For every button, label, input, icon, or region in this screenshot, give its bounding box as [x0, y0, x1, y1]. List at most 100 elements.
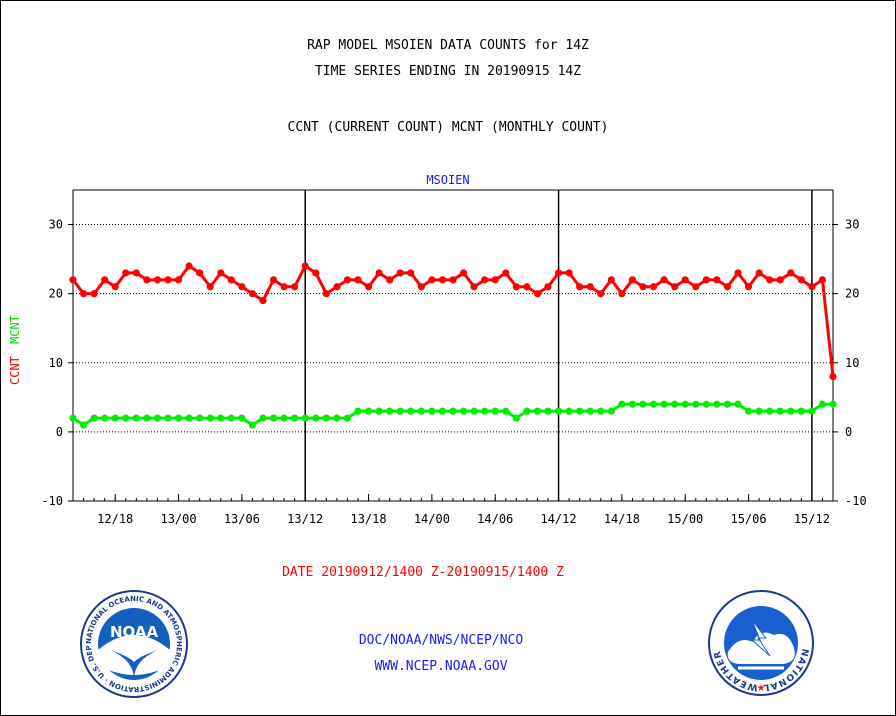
data-point-ccnt	[597, 290, 605, 298]
data-point-ccnt	[291, 283, 299, 291]
y-axis-label: CCNT MCNT	[8, 315, 22, 385]
data-point-mcnt	[322, 414, 330, 422]
y-tick-label-right: 10	[845, 356, 859, 370]
data-point-ccnt	[428, 276, 436, 284]
data-point-ccnt	[343, 276, 352, 284]
data-point-mcnt	[164, 414, 172, 422]
data-point-ccnt	[702, 276, 710, 284]
data-point-ccnt	[797, 276, 805, 284]
data-point-ccnt	[787, 269, 795, 277]
data-point-mcnt	[660, 400, 668, 408]
data-point-mcnt	[69, 414, 77, 422]
data-point-mcnt	[607, 407, 615, 415]
data-point-mcnt	[523, 407, 531, 415]
x-tick-label: 13/12	[287, 512, 323, 526]
data-point-mcnt	[79, 421, 88, 429]
data-point-ccnt	[269, 276, 278, 284]
data-point-ccnt	[111, 283, 119, 291]
x-tick-label: 13/00	[160, 512, 196, 526]
y-axis: -10 -10 0 0 10 10 20 20 30 30	[41, 218, 866, 508]
data-point-ccnt	[523, 283, 531, 291]
series-ccnt	[69, 262, 837, 381]
x-tick-label: 15/12	[794, 512, 830, 526]
data-point-mcnt	[280, 414, 288, 422]
x-tick-label: 14/06	[477, 512, 513, 526]
data-point-mcnt	[396, 407, 404, 415]
y-tick-label-left: 10	[49, 356, 63, 370]
data-point-mcnt	[343, 414, 352, 422]
counts-label: CCNT (CURRENT COUNT) MCNT (MONTHLY COUNT…	[287, 120, 609, 135]
data-point-mcnt	[681, 400, 689, 408]
data-point-ccnt	[164, 276, 172, 284]
data-point-ccnt	[565, 269, 573, 277]
data-point-ccnt	[481, 276, 489, 284]
series-mcnt	[69, 400, 837, 429]
ylabel-ccnt: CCNT	[8, 356, 22, 385]
data-point-mcnt	[227, 414, 235, 422]
data-point-mcnt	[808, 407, 816, 415]
data-point-mcnt	[185, 414, 193, 422]
data-point-ccnt	[533, 290, 542, 298]
data-point-ccnt	[755, 269, 763, 277]
data-point-mcnt	[755, 407, 763, 415]
data-point-mcnt	[407, 407, 415, 415]
page-subtitle: TIME SERIES ENDING IN 20190915 14Z	[314, 64, 582, 79]
data-point-mcnt	[301, 414, 309, 422]
data-point-mcnt	[586, 407, 594, 415]
data-point-mcnt	[153, 414, 162, 422]
data-point-ccnt	[375, 269, 383, 277]
data-point-ccnt	[90, 290, 98, 298]
data-point-mcnt	[639, 400, 647, 408]
data-point-ccnt	[143, 276, 151, 284]
data-point-ccnt	[618, 290, 626, 298]
data-point-mcnt	[291, 414, 299, 422]
data-point-mcnt	[502, 407, 510, 415]
credit-line-2[interactable]: WWW.NCEP.NOAA.GOV	[374, 659, 508, 674]
data-point-ccnt	[101, 276, 109, 284]
data-point-ccnt	[449, 276, 457, 284]
data-point-mcnt	[481, 407, 489, 415]
data-point-ccnt	[723, 283, 732, 291]
credit-line-1[interactable]: DOC/NOAA/NWS/NCEP/NCO	[358, 633, 524, 648]
vertical-markers	[304, 190, 813, 501]
data-point-ccnt	[744, 283, 753, 291]
data-point-ccnt	[238, 283, 246, 291]
svg-text:★: ★	[757, 683, 766, 694]
x-tick-label: 13/18	[350, 512, 386, 526]
data-point-ccnt	[734, 269, 742, 277]
data-point-mcnt	[438, 407, 447, 415]
data-point-mcnt	[206, 414, 214, 422]
data-point-ccnt	[713, 276, 721, 284]
data-point-ccnt	[628, 276, 637, 284]
data-point-ccnt	[333, 283, 341, 291]
data-point-mcnt	[417, 407, 425, 415]
data-point-ccnt	[132, 269, 140, 277]
data-point-ccnt	[196, 269, 204, 277]
page-title: RAP MODEL MSOIEN DATA COUNTS for 14Z	[307, 38, 589, 53]
grid-lines	[73, 224, 833, 433]
data-point-mcnt	[248, 421, 257, 429]
data-point-mcnt	[734, 400, 742, 408]
data-point-mcnt	[122, 414, 130, 422]
data-point-mcnt	[776, 407, 784, 415]
data-point-ccnt	[491, 276, 499, 284]
data-point-mcnt	[618, 400, 626, 408]
plot-border	[72, 189, 834, 502]
data-point-ccnt	[79, 290, 88, 298]
series-layer	[69, 262, 837, 429]
data-point-ccnt	[122, 269, 130, 277]
data-point-mcnt	[217, 414, 225, 422]
data-point-ccnt	[312, 269, 320, 277]
x-tick-label: 14/18	[604, 512, 640, 526]
data-point-mcnt	[565, 407, 573, 415]
y-tick-label-left: 30	[49, 218, 63, 232]
data-point-mcnt	[818, 400, 827, 408]
data-point-mcnt	[713, 400, 721, 408]
data-point-ccnt	[174, 276, 183, 284]
data-point-mcnt	[576, 407, 584, 415]
data-point-ccnt	[554, 269, 563, 277]
data-point-mcnt	[787, 407, 795, 415]
data-point-mcnt	[597, 407, 605, 415]
nws-logo: NATIONAL WEATHER SERVICE ★	[708, 590, 814, 696]
data-point-ccnt	[776, 276, 784, 284]
